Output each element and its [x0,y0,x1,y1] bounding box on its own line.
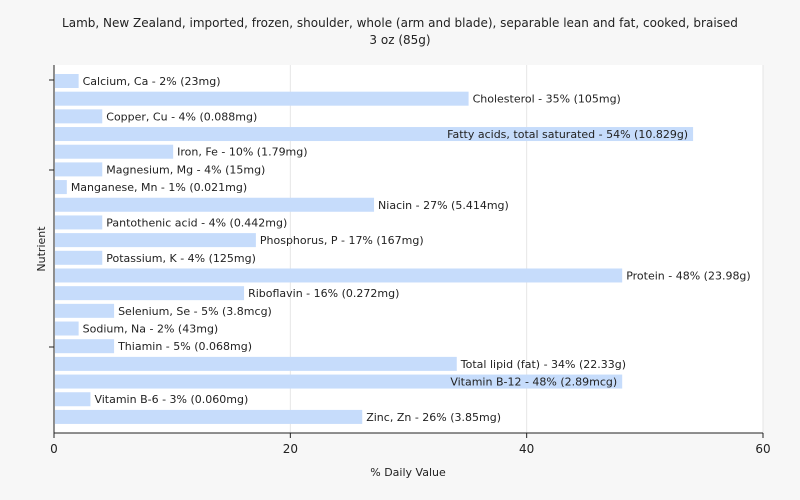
bar-label: Zinc, Zn - 26% (3.85mg) [366,411,501,424]
bar-label: Manganese, Mn - 1% (0.021mg) [71,181,247,194]
bars-group: Calcium, Ca - 2% (23mg) Cholesterol - 35%… [55,74,751,424]
bar-label: Calcium, Ca - 2% (23mg) [83,75,221,88]
bar-label: Thiamin - 5% (0.068mg) [117,340,252,353]
bar-label: Fatty acids, total saturated - 54% (10.8… [447,128,688,141]
grid-lines [289,65,764,433]
x-tick-label: 0 [50,442,58,456]
bar [55,91,469,106]
bar-label: Cholesterol - 35% (105mg) [473,93,621,106]
bar-label: Copper, Cu - 4% (0.088mg) [106,110,257,123]
bar [55,268,623,283]
chart-title: Lamb, New Zealand, imported, frozen, sho… [62,16,738,30]
plot-area [54,65,763,433]
bar-label: Niacin - 27% (5.414mg) [378,199,509,212]
bar-label: Iron, Fe - 10% (1.79mg) [177,146,307,159]
bar [55,74,79,88]
y-axis-label: Nutrient [35,226,48,272]
bar [55,250,103,265]
bar-label: Riboflavin - 16% (0.272mg) [248,287,399,300]
bar [55,321,79,336]
bar-label: Vitamin B-12 - 48% (2.89mcg) [450,376,617,389]
x-axis-label: % Daily Value [370,466,446,479]
bar [55,215,103,230]
x-tick-label: 40 [519,442,534,456]
bar-label: Pantothenic acid - 4% (0.442mg) [106,216,287,229]
bar [55,197,375,212]
bar-label: Sodium, Na - 2% (43mg) [83,323,219,336]
chart-subtitle: 3 oz (85g) [369,33,430,47]
bar [55,374,623,389]
bar [55,109,103,124]
x-tick-label: 60 [755,442,770,456]
bar [55,392,91,407]
bar-label: Protein - 48% (23.98g) [626,269,751,282]
bar [55,286,245,301]
bar-label: Phosphorus, P - 17% (167mg) [260,234,424,247]
bar [55,356,457,371]
bar [55,144,174,159]
bar [55,180,67,195]
bar [55,127,694,142]
bar-label: Total lipid (fat) - 34% (22.33g) [460,358,626,371]
axes-group [53,65,763,434]
bar [55,162,103,177]
bar [55,409,363,424]
bar-label: Selenium, Se - 5% (3.8mcg) [118,305,272,318]
x-tick-label: 20 [283,442,298,456]
y-ticks-group [49,79,54,348]
x-ticks-group: 0 20 40 60 [50,433,771,456]
bar [55,233,256,248]
bar [55,303,115,318]
bar-label: Magnesium, Mg - 4% (15mg) [106,163,265,176]
bar [55,339,115,354]
bar-label: Potassium, K - 4% (125mg) [106,252,256,265]
bar-label: Vitamin B-6 - 3% (0.060mg) [94,393,248,406]
